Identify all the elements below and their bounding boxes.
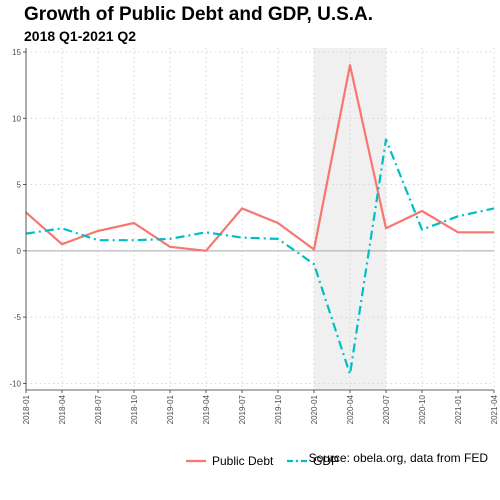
x-tick-label: 2020-04: [346, 394, 355, 424]
x-tick-label: 2018-10: [130, 394, 139, 424]
chart-subtitle: 2018 Q1-2021 Q2: [24, 28, 137, 44]
legend-label: Public Debt: [212, 454, 274, 468]
x-tick-label: 2019-10: [274, 394, 283, 424]
x-tick-label: 2019-07: [238, 394, 247, 424]
x-tick-label: 2018-07: [94, 394, 103, 424]
y-tick-label: -5: [14, 313, 22, 322]
x-tick-label: 2018-04: [58, 394, 67, 424]
x-tick-label: 2020-10: [418, 394, 427, 424]
x-tick-label: 2020-01: [310, 394, 319, 424]
source-caption: Source: obela.org, data from FED: [308, 451, 488, 465]
x-tick-label: 2018-01: [22, 394, 31, 424]
x-tick-label: 2020-07: [382, 394, 391, 424]
series-line-public-debt: [25, 64, 494, 252]
series-lines: [25, 64, 495, 376]
x-tick-label: 2021-04: [490, 394, 499, 424]
y-tick-label: 0: [17, 247, 22, 256]
y-tick-label: 10: [12, 114, 21, 123]
legend: Public Debt GDP: [186, 454, 339, 468]
y-tick-label: -10: [9, 379, 21, 388]
series-line-gdp: [25, 138, 495, 376]
x-tick-label: 2021-01: [454, 394, 463, 424]
grid-lines: [25, 48, 495, 390]
y-axis: -10 -5 0 5 10 15: [9, 48, 27, 390]
x-tick-label: 2019-01: [166, 394, 175, 424]
x-axis: 2018-01 2018-04 2018-07 2018-10 2019-01 2019-…: [22, 389, 499, 424]
legend-label: GDP: [313, 454, 339, 468]
y-tick-label: 5: [17, 181, 22, 190]
y-tick-label: 15: [12, 48, 21, 57]
x-tick-label: 2019-04: [202, 394, 211, 424]
chart-title: Growth of Public Debt and GDP, U.S.A.: [24, 4, 374, 25]
